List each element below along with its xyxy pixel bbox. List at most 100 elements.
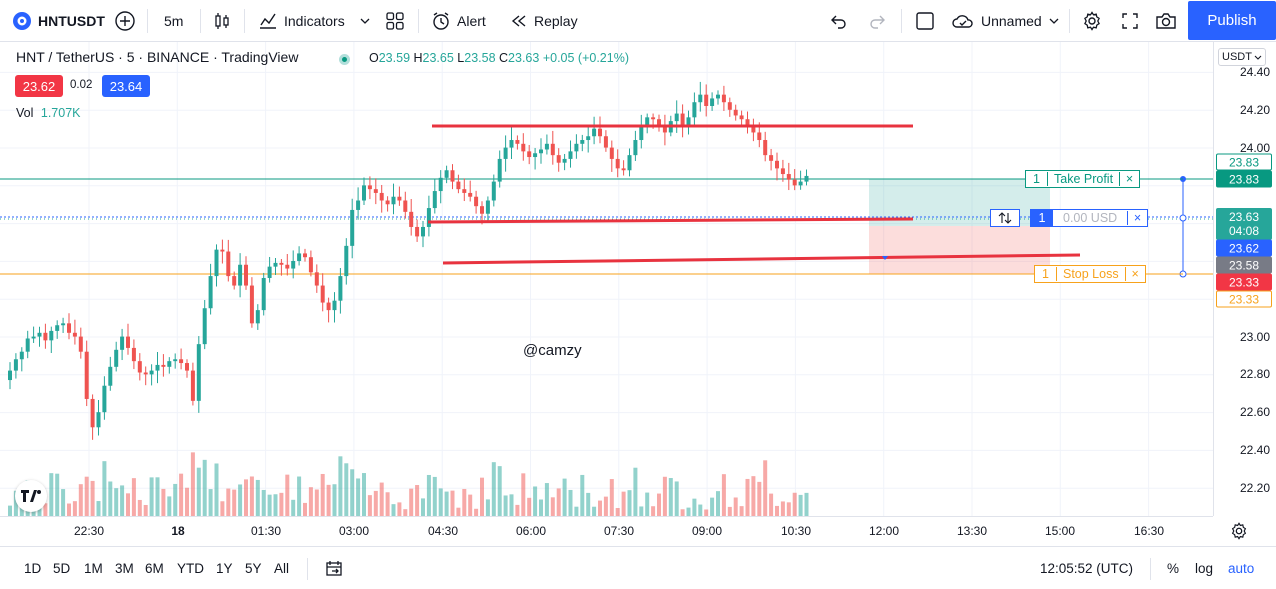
reverse-position-button[interactable] (990, 209, 1020, 227)
stop-loss-zone[interactable] (869, 226, 1050, 274)
order-close-icon[interactable]: × (1127, 211, 1147, 225)
volume-bar (745, 478, 750, 516)
replay-button[interactable]: Replay (510, 0, 578, 42)
candle-body (161, 364, 166, 367)
time-label: 10:30 (780, 524, 812, 538)
range-6m[interactable]: 6M (145, 561, 164, 576)
stop-loss-close-icon[interactable]: × (1124, 267, 1145, 281)
indicators-button[interactable]: Indicators (258, 0, 345, 42)
volume-bar (255, 479, 260, 516)
low-value: 23.58 (464, 51, 496, 65)
volume-bar (226, 488, 231, 516)
volume-bar (609, 479, 614, 516)
candle-body (55, 325, 60, 331)
compare-add-button[interactable] (114, 0, 136, 42)
volume-bar (161, 488, 166, 516)
volume-bar (421, 498, 425, 516)
volume-bar (415, 485, 420, 516)
candle-body (727, 102, 732, 110)
auto-scale-toggle[interactable]: auto (1228, 561, 1255, 576)
volume-bar (108, 481, 113, 516)
range-5y[interactable]: 5Y (245, 561, 262, 576)
volume-bar (651, 506, 656, 516)
fullscreen-box-button[interactable] (915, 0, 935, 42)
settings-button[interactable] (1082, 0, 1102, 42)
support-trendline[interactable] (442, 253, 1081, 265)
range-1d[interactable]: 1D (24, 561, 42, 576)
volume-bar (521, 473, 526, 516)
candle-body (350, 209, 355, 246)
tradingview-logo[interactable] (15, 480, 47, 512)
candle-body (320, 285, 325, 303)
currency-selector[interactable]: USDT (1218, 48, 1266, 66)
layout-name-button[interactable]: Unnamed (951, 0, 1060, 42)
candle-body (686, 117, 691, 125)
price-chart[interactable] (0, 42, 1213, 516)
take-profit-close-icon[interactable]: × (1119, 172, 1139, 186)
utc-clock[interactable]: 12:05:52 (UTC) (1040, 561, 1134, 576)
candle-body (704, 94, 709, 106)
time-label: 03:00 (338, 524, 370, 538)
order-tag[interactable]: 1 0.00 USD × (1030, 209, 1148, 227)
price-label: 23.00 (1239, 330, 1270, 344)
market-status-dot[interactable] (339, 54, 350, 65)
candle-body (438, 177, 443, 192)
range-ytd[interactable]: YTD (177, 561, 204, 576)
volume-bar (179, 473, 184, 516)
volume-bar (232, 489, 237, 516)
undo-button[interactable] (830, 0, 848, 42)
candle-body (574, 143, 579, 152)
mid-trendline[interactable] (427, 217, 914, 224)
volume-bar (668, 478, 673, 516)
chart-settings-button[interactable] (1230, 522, 1248, 543)
volume-bar (480, 477, 484, 516)
candle-body (367, 185, 372, 190)
range-1m[interactable]: 1M (84, 561, 103, 576)
volume-bar (509, 494, 514, 516)
range-1y[interactable]: 1Y (216, 561, 233, 576)
chart-pane[interactable]: HNT / TetherUS · 5 · BINANCE · TradingVi… (0, 42, 1213, 516)
indicators-icon (260, 13, 276, 29)
price-axis[interactable]: USDT 24.40 24.20 24.00 23.00 22.80 22.60… (1213, 42, 1276, 516)
stop-loss-outline-tag: 23.33 (1216, 290, 1272, 308)
alert-button[interactable]: Alert (431, 0, 486, 42)
volume-bar (356, 478, 361, 516)
range-all[interactable]: All (274, 561, 290, 576)
volume-bar (379, 482, 384, 516)
candle-body (385, 200, 390, 205)
publish-button[interactable]: Publish (1188, 1, 1276, 40)
sell-button[interactable]: 23.62 (15, 75, 63, 97)
favorites-dropdown[interactable] (359, 0, 371, 42)
time-axis[interactable]: 22:30 18 01:30 03:00 04:30 06:00 07:30 0… (0, 516, 1213, 546)
volume-bar (391, 504, 396, 516)
candle-body (67, 323, 71, 333)
candle-body (757, 132, 762, 141)
log-scale-toggle[interactable]: log (1195, 561, 1214, 576)
percent-scale-toggle[interactable]: % (1167, 561, 1180, 576)
take-profit-tag[interactable]: 1 Take Profit × (1025, 170, 1141, 188)
goto-date-button[interactable] (325, 547, 343, 589)
candle-body (190, 370, 195, 401)
volume-bar (249, 476, 254, 516)
volume-bar (344, 463, 349, 516)
range-3m[interactable]: 3M (115, 561, 134, 576)
buy-price: 23.64 (109, 78, 143, 94)
stop-loss-tag[interactable]: 1 Stop Loss × (1034, 265, 1146, 283)
templates-button[interactable] (385, 0, 405, 42)
time-label: 04:30 (427, 524, 459, 538)
buy-button[interactable]: 23.64 (102, 75, 150, 97)
fullscreen-button[interactable] (1121, 0, 1139, 42)
candle-body (456, 181, 461, 190)
volume-bar (350, 469, 355, 516)
redo-button[interactable] (868, 0, 886, 42)
symbol-search-button[interactable]: HNTUSDT (12, 0, 105, 42)
chart-style-button[interactable] (212, 0, 232, 42)
interval-button[interactable]: 5m (164, 0, 183, 42)
chevron-down-icon (360, 18, 370, 24)
volume-bar (397, 502, 402, 516)
candle-body (603, 136, 608, 148)
volume-bar (78, 484, 83, 516)
bracket-handle-mid[interactable] (1179, 214, 1187, 222)
snapshot-button[interactable] (1155, 0, 1177, 42)
range-5d[interactable]: 5D (53, 561, 71, 576)
